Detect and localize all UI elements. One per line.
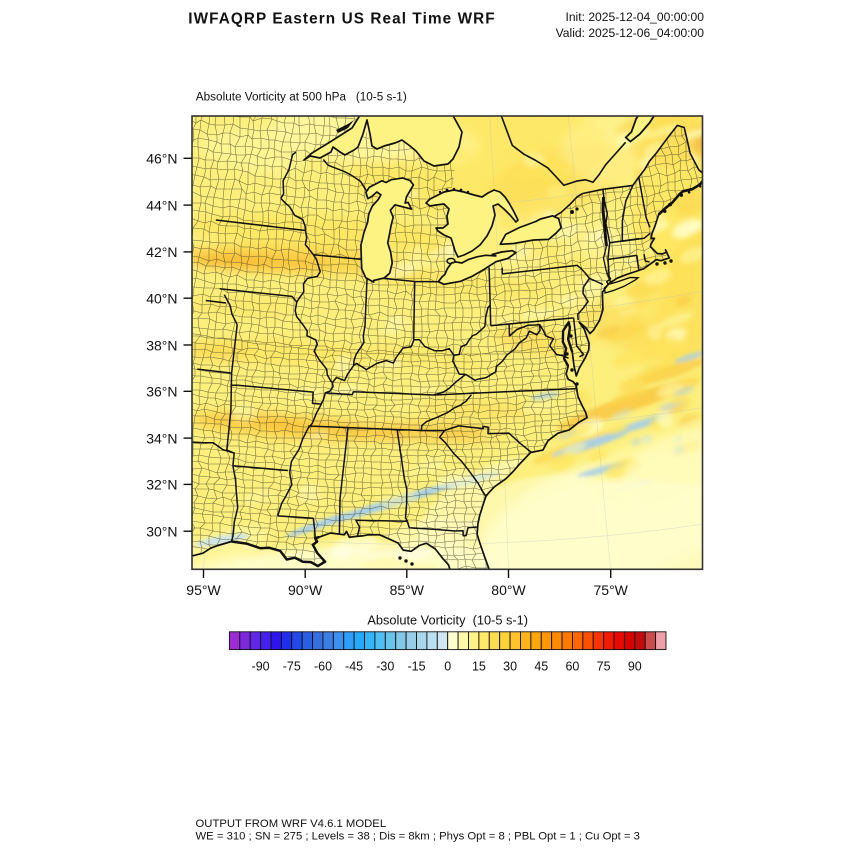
svg-text:Valid: 2025-12-06_04:00:00: Valid: 2025-12-06_04:00:00 (556, 26, 705, 40)
svg-text:40°N: 40°N (146, 291, 177, 307)
svg-text:-15: -15 (407, 660, 425, 674)
svg-text:44°N: 44°N (146, 197, 177, 213)
svg-text:-90: -90 (252, 660, 270, 674)
svg-text:85°W: 85°W (390, 582, 425, 598)
svg-text:75°W: 75°W (594, 582, 629, 598)
svg-text:32°N: 32°N (146, 477, 177, 493)
svg-text:30: 30 (503, 660, 517, 674)
svg-text:80°W: 80°W (491, 582, 526, 598)
svg-text:IWFAQRP Eastern US Real Time W: IWFAQRP Eastern US Real Time WRF (188, 10, 496, 27)
svg-text:0: 0 (444, 660, 451, 674)
svg-text:46°N: 46°N (146, 151, 177, 167)
svg-text:34°N: 34°N (146, 430, 177, 446)
svg-text:-60: -60 (314, 660, 332, 674)
svg-text:15: 15 (472, 660, 486, 674)
svg-text:Init: 2025-12-04_00:00:00: Init: 2025-12-04_00:00:00 (565, 10, 704, 24)
svg-text:95°W: 95°W (186, 582, 221, 598)
svg-text:45: 45 (534, 660, 548, 674)
svg-text:38°N: 38°N (146, 337, 177, 353)
svg-text:60: 60 (565, 660, 579, 674)
svg-text:WE = 310 ; SN = 275 ; Levels =: WE = 310 ; SN = 275 ; Levels = 38 ; Dis … (196, 830, 640, 842)
svg-text:Absolute Vorticity (10-5 s-1): Absolute Vorticity (10-5 s-1) (367, 612, 528, 627)
svg-text:OUTPUT FROM WRF V4.6.1 MODEL: OUTPUT FROM WRF V4.6.1 MODEL (196, 818, 387, 830)
svg-text:Absolute Vorticity at 500 hPa: Absolute Vorticity at 500 hPa (10-5 s-1) (196, 91, 407, 104)
svg-text:-30: -30 (376, 660, 394, 674)
svg-text:30°N: 30°N (146, 524, 177, 540)
svg-text:-75: -75 (283, 660, 301, 674)
svg-text:90: 90 (628, 660, 642, 674)
svg-text:42°N: 42°N (146, 244, 177, 260)
svg-text:75: 75 (597, 660, 611, 674)
svg-text:-45: -45 (345, 660, 363, 674)
svg-text:36°N: 36°N (146, 384, 177, 400)
svg-text:90°W: 90°W (288, 582, 323, 598)
